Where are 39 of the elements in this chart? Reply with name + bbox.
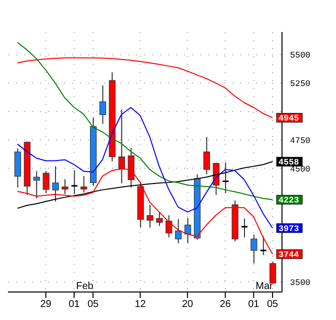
x-tick-label: 26: [220, 299, 232, 310]
x-tick-label: 29: [40, 299, 52, 310]
candlestick: [80, 176, 88, 193]
x-tick-label: 12: [134, 299, 146, 310]
data-label: 4223: [278, 196, 299, 206]
annotation: Feb: [76, 281, 94, 292]
x-tick-label: 01: [248, 299, 260, 310]
candlestick: [146, 204, 154, 228]
candlestick: [175, 218, 182, 244]
line-series: [16, 57, 274, 118]
x-tick-label: 05: [87, 299, 100, 310]
candlestick: [166, 214, 172, 238]
candlestick: [203, 136, 210, 175]
candlestick: [42, 170, 50, 194]
candlestick: [156, 212, 163, 226]
candlestick: [270, 261, 276, 284]
candlestick: [240, 218, 248, 238]
x-tick-label: 20: [182, 299, 194, 310]
y-tick-label: 4750: [290, 136, 310, 146]
y-tick-label: 5250: [290, 79, 310, 90]
candlestick: [99, 84, 106, 124]
x-tick-label: 05: [266, 299, 279, 310]
x-tick-label: 01: [68, 299, 80, 310]
candlestick: [62, 178, 68, 195]
line-series: [16, 107, 274, 229]
data-label: 3973: [278, 224, 299, 234]
candlestick: [250, 234, 258, 264]
candlestick: [33, 170, 40, 199]
y-tick-label: 5500: [290, 50, 310, 61]
candlestick: [184, 217, 192, 244]
candlestick: [70, 170, 78, 195]
candlestick: [52, 166, 59, 202]
annotation: Mar: [256, 281, 274, 292]
line-series: [16, 42, 274, 200]
data-label: 3744: [278, 250, 299, 260]
y-tick-label: 3500: [290, 278, 310, 288]
data-label: 4945: [278, 114, 299, 124]
line-series: [16, 161, 274, 209]
candlestick: [260, 236, 268, 256]
